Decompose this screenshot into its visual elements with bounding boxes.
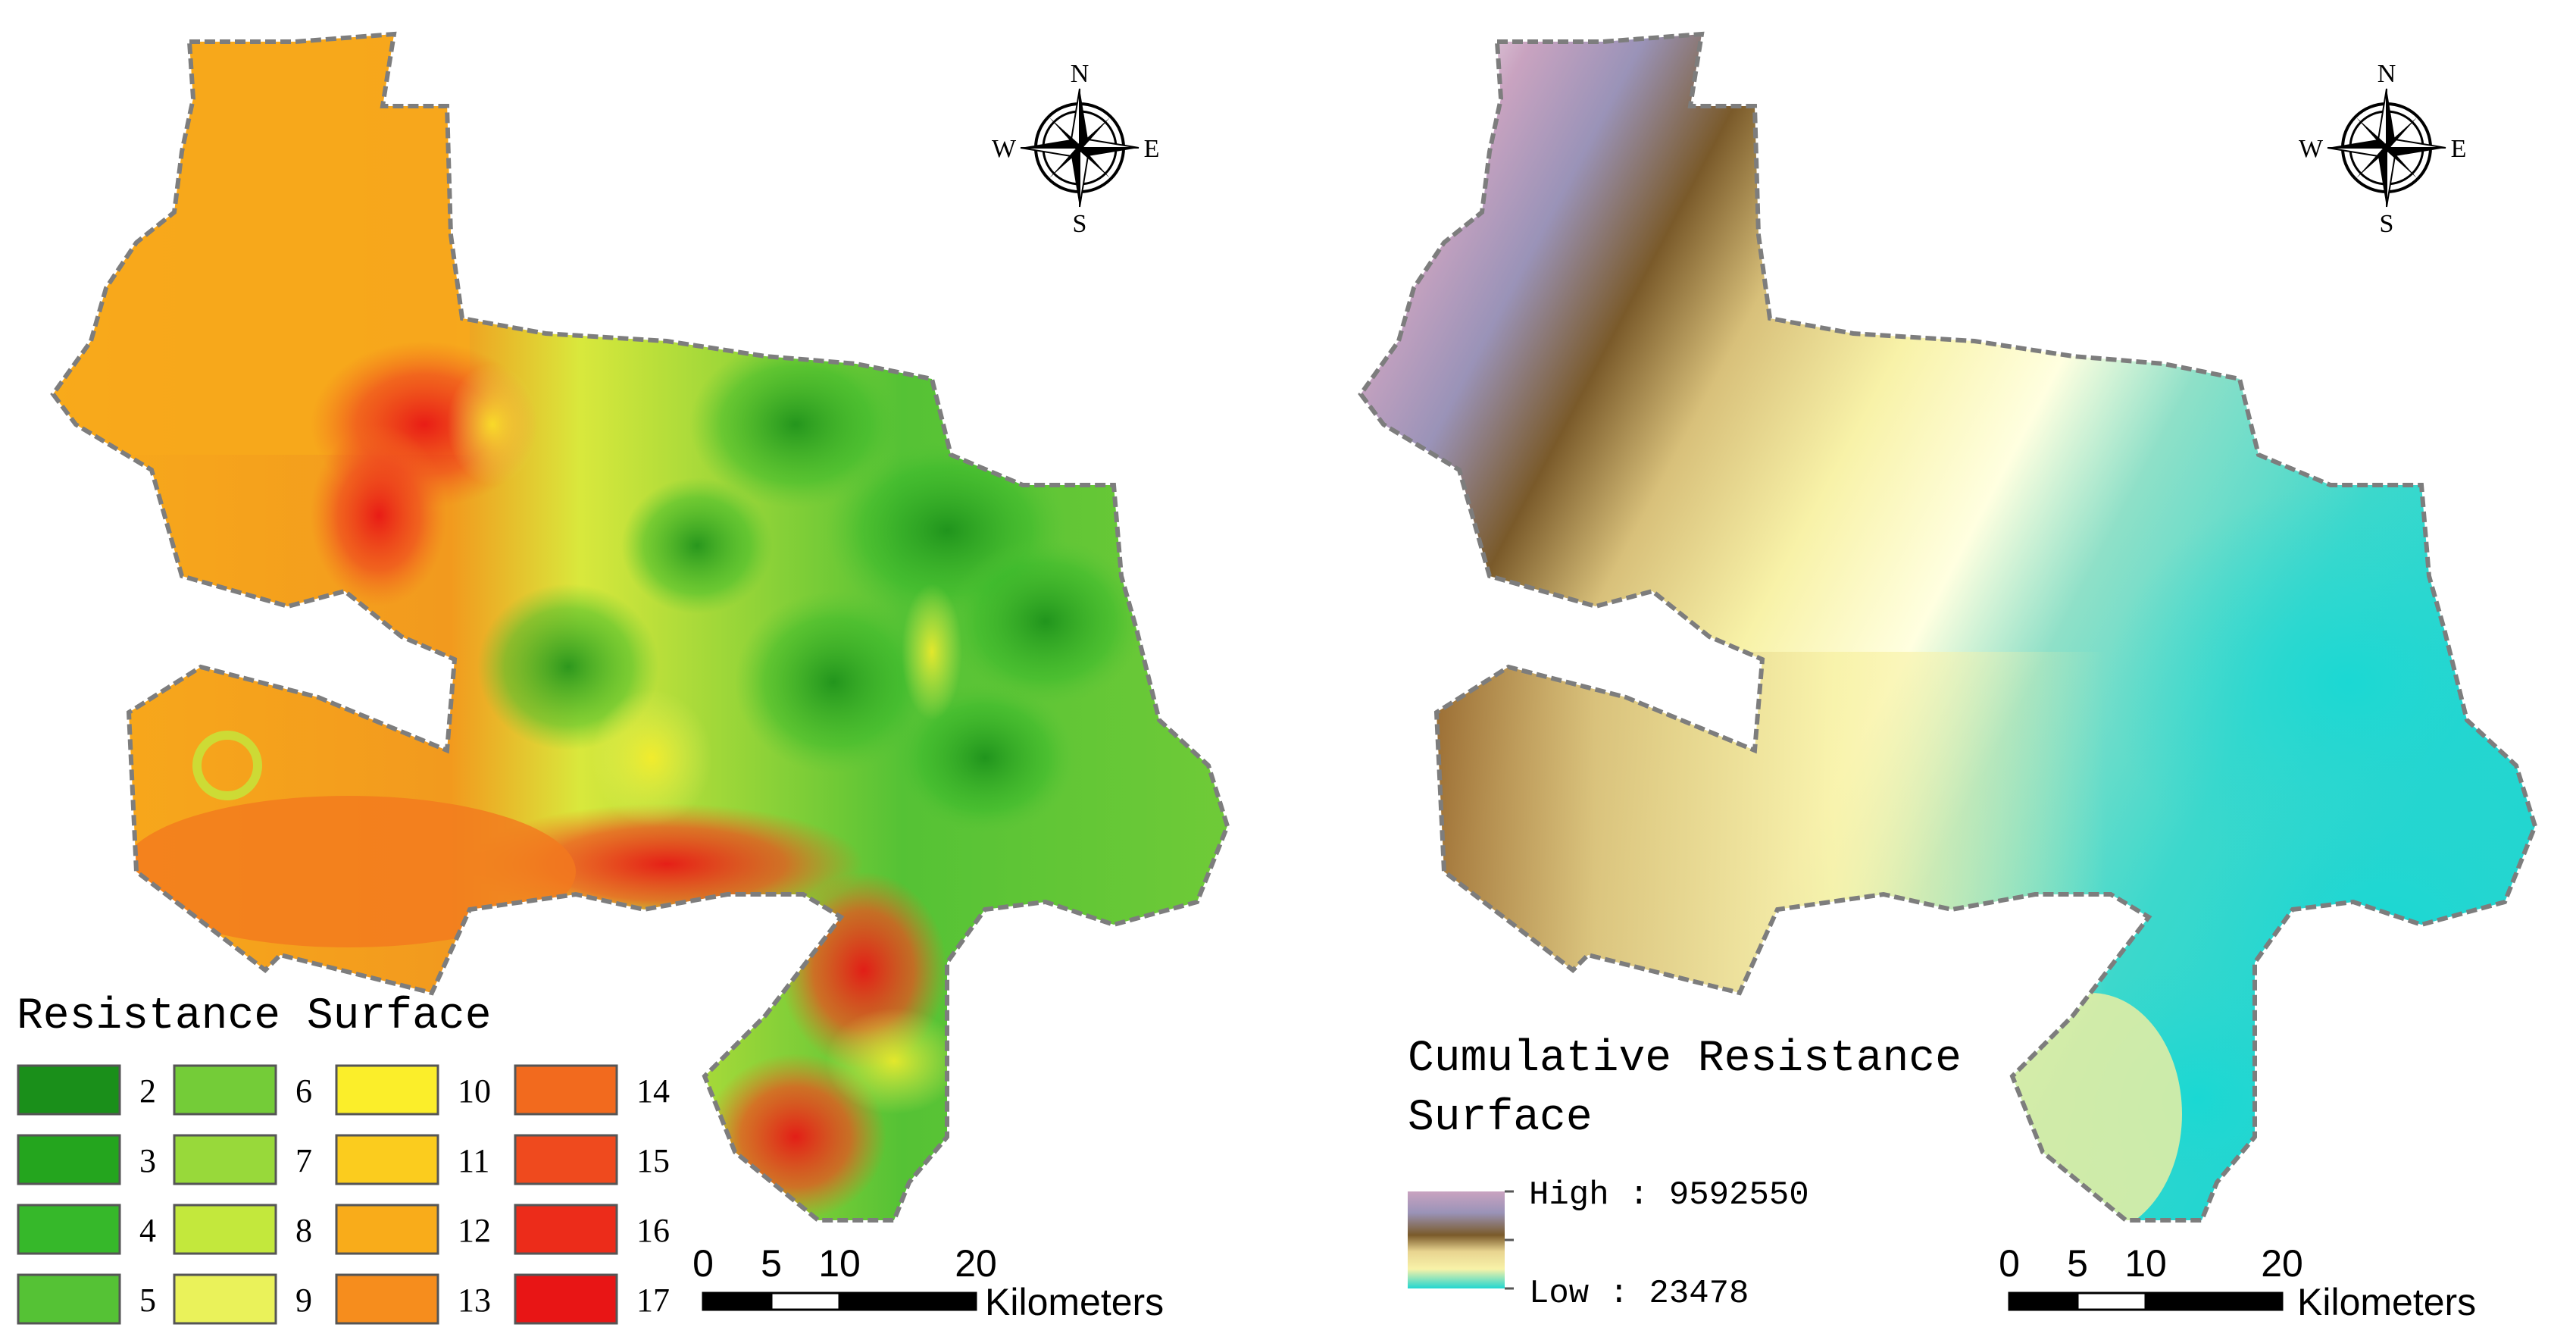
scale-tick-10-right: 10 (2124, 1242, 2167, 1285)
legend-swatch-13 (335, 1273, 439, 1325)
legend-title-resistance: Resistance Surface (17, 992, 492, 1041)
legend-swatch-15 (514, 1134, 618, 1185)
legend-label-3: 3 (139, 1142, 156, 1179)
scale-tick-20-left: 20 (955, 1242, 997, 1285)
legend-swatch-14 (514, 1064, 618, 1116)
legend-swatch-8 (173, 1204, 277, 1255)
compass-e-right: E (2451, 135, 2467, 163)
scale-bar-right: 0 5 10 20 Kilometers (1999, 1242, 2476, 1323)
resistance-legend: Resistance Surface 2 3 4 5 6 7 8 9 10 11 12 13 14 15 1… (17, 992, 670, 1325)
legend-label-9: 9 (295, 1282, 312, 1319)
legend-label-17: 17 (636, 1282, 670, 1319)
legend-color-ramp (1408, 1191, 1505, 1288)
legend-label-2: 2 (139, 1072, 156, 1110)
scale-tick-20-right: 20 (2261, 1242, 2303, 1285)
legend-label-6: 6 (295, 1072, 312, 1110)
legend-swatch-17 (514, 1273, 618, 1325)
scale-unit-right: Kilometers (2297, 1281, 2476, 1323)
legend-label-10: 10 (458, 1072, 491, 1110)
scale-tick-0-right: 0 (1999, 1242, 2020, 1285)
legend-label-12: 12 (458, 1212, 491, 1249)
scale-tick-0-left: 0 (692, 1242, 714, 1285)
scale-unit-left: Kilometers (985, 1281, 1164, 1323)
compass-s-left: S (1073, 210, 1087, 238)
legend-label-4: 4 (139, 1212, 156, 1249)
compass-s-right: S (2380, 210, 2394, 238)
legend-label-15: 15 (636, 1142, 670, 1179)
legend-high-label: High : 9592550 (1529, 1176, 1809, 1214)
legend-low-label: Low : 23478 (1529, 1275, 1749, 1313)
legend-swatch-10 (335, 1064, 439, 1116)
north-arrow-left (1019, 87, 1140, 208)
legend-swatch-7 (173, 1134, 277, 1185)
legend-title-cumulative-line2: Surface (1408, 1094, 1593, 1143)
scale-tick-10-left: 10 (818, 1242, 861, 1285)
legend-swatch-16 (514, 1204, 618, 1255)
legend-swatch-12 (335, 1204, 439, 1255)
legend-label-14: 14 (636, 1072, 670, 1110)
legend-label-13: 13 (458, 1282, 491, 1319)
legend-label-11: 11 (458, 1142, 489, 1179)
north-arrow-right (2326, 87, 2447, 208)
scale-tick-5-left: 5 (761, 1242, 782, 1285)
compass-n-right: N (2377, 60, 2396, 88)
legend-label-7: 7 (295, 1142, 312, 1179)
legend-title-cumulative-line1: Cumulative Resistance (1408, 1035, 1962, 1084)
compass-n-left: N (1071, 60, 1089, 88)
compass-w-left: W (992, 135, 1017, 163)
scale-tick-5-right: 5 (2067, 1242, 2088, 1285)
scale-bar-left: 0 5 10 20 Kilometers (692, 1242, 1164, 1323)
legend-swatch-4 (17, 1204, 121, 1255)
legend-label-8: 8 (295, 1212, 312, 1249)
compass-e-left: E (1144, 135, 1160, 163)
legend-swatch-5 (17, 1273, 121, 1325)
cumulative-legend: Cumulative Resistance Surface High : 959… (1408, 1035, 1962, 1313)
legend-label-5: 5 (139, 1282, 156, 1319)
legend-swatch-11 (335, 1134, 439, 1185)
legend-swatch-6 (173, 1064, 277, 1116)
legend-swatch-3 (17, 1134, 121, 1185)
legend-swatch-9 (173, 1273, 277, 1325)
legend-label-16: 16 (636, 1212, 670, 1249)
legend-swatch-2 (17, 1064, 121, 1116)
compass-w-right: W (2299, 135, 2324, 163)
